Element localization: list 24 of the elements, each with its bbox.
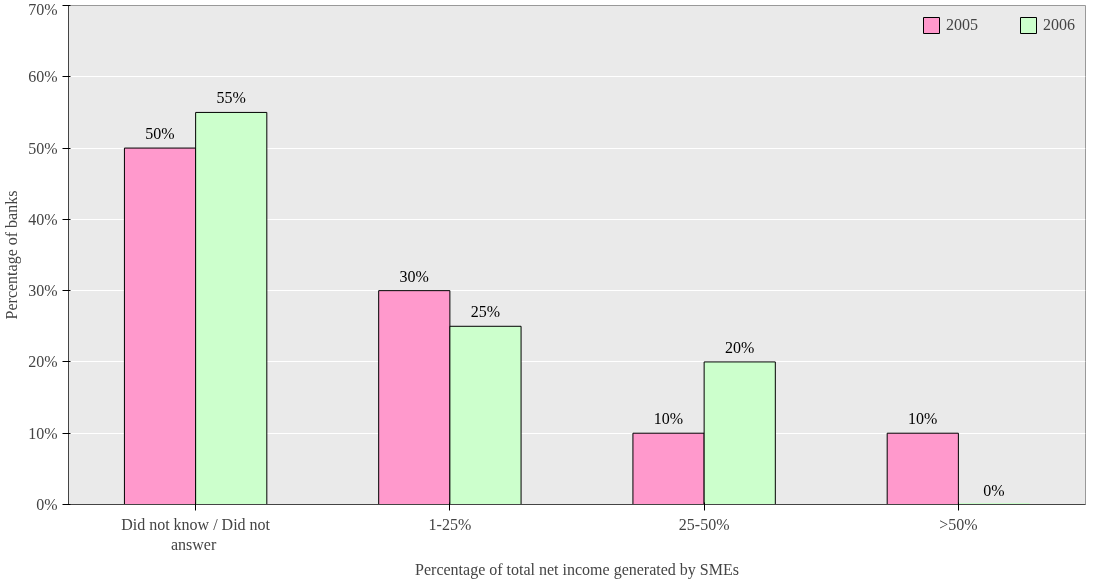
- data-label: 30%: [399, 267, 429, 285]
- y-tick-label: 10%: [28, 424, 58, 442]
- x-axis-title: Percentage of total net income generated by SMEs: [415, 560, 739, 579]
- data-label: 55%: [216, 89, 246, 107]
- data-label: 20%: [725, 338, 755, 356]
- y-tick-label: 20%: [28, 353, 58, 371]
- x-tick-label: >50%: [939, 515, 978, 533]
- y-tick-label: 40%: [28, 210, 58, 228]
- data-label: 10%: [653, 410, 684, 428]
- x-tick-label: 1-25%: [428, 515, 472, 533]
- legend-label: 2005: [946, 16, 978, 34]
- y-tick-label: 70%: [28, 0, 58, 18]
- y-tick-label: 30%: [28, 282, 58, 300]
- y-axis-title: Percentage of banks: [3, 190, 22, 320]
- data-label: 50%: [145, 125, 175, 143]
- x-tick-label: Did not know / Did not answer: [121, 515, 271, 553]
- y-tick-label: 0%: [36, 496, 58, 513]
- x-tick-label: 25-50%: [678, 515, 730, 533]
- data-label: 10%: [908, 410, 938, 428]
- data-label: 25%: [470, 303, 501, 321]
- legend-label: 2006: [1043, 16, 1075, 34]
- y-tick-label: 50%: [28, 139, 58, 157]
- data-label: 0%: [983, 481, 1005, 499]
- y-tick-label: 60%: [28, 68, 58, 86]
